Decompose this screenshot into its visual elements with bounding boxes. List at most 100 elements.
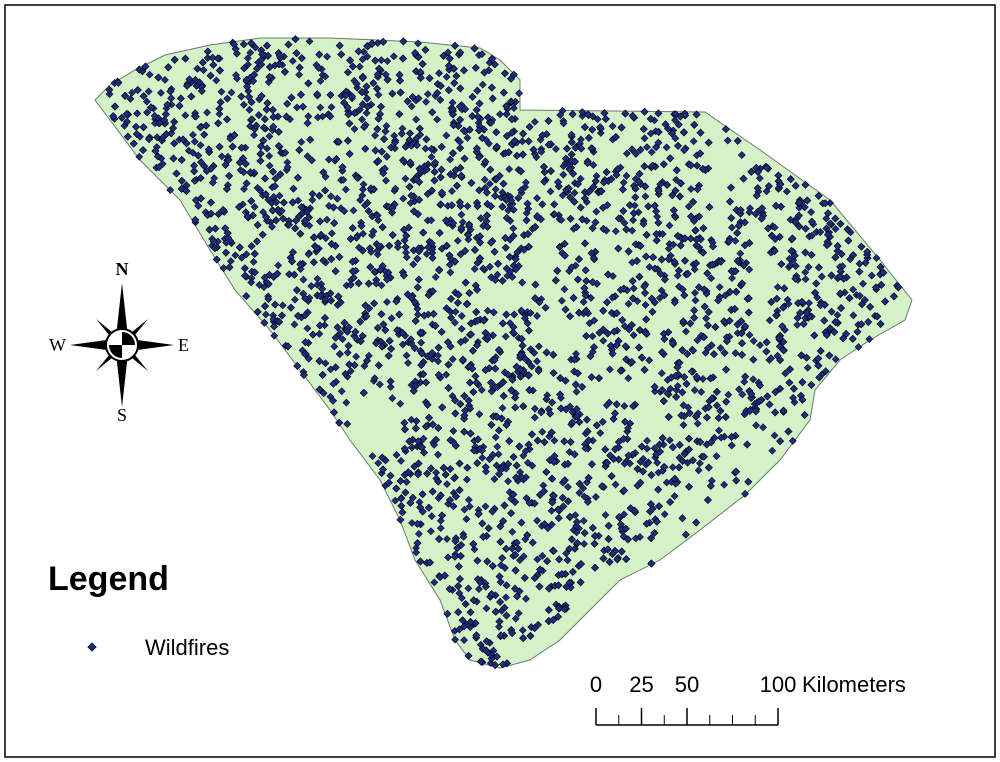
wildfire-point xyxy=(628,226,637,235)
wildfire-point xyxy=(482,217,491,226)
wildfire-point xyxy=(457,324,466,333)
wildfire-point xyxy=(665,436,674,445)
wildfire-point xyxy=(246,122,254,131)
wildfire-point xyxy=(417,338,426,347)
wildfire-point xyxy=(464,495,473,504)
wildfire-point xyxy=(773,283,782,292)
wildfire-point xyxy=(153,133,162,142)
wildfire-point xyxy=(382,176,390,185)
wildfire-point xyxy=(362,109,371,117)
wildfire-point xyxy=(359,229,367,238)
wildfire-point xyxy=(288,57,297,65)
wildfire-point xyxy=(167,100,176,109)
wildfire-point xyxy=(620,402,629,410)
wildfire-point xyxy=(434,351,442,360)
wildfire-point xyxy=(388,394,397,403)
wildfire-point xyxy=(657,369,666,378)
wildfire-point xyxy=(518,626,527,635)
wildfire-point xyxy=(679,421,688,429)
wildfire-point xyxy=(363,52,372,61)
wildfire-point xyxy=(575,489,584,497)
wildfire-point xyxy=(477,386,486,394)
wildfire-point xyxy=(295,70,304,79)
wildfire-point xyxy=(518,137,527,146)
wildfire-point xyxy=(321,359,330,368)
wildfire-point xyxy=(501,332,510,341)
wildfire-point xyxy=(690,386,699,395)
wildfire-point xyxy=(260,273,269,282)
wildfire-point xyxy=(396,76,405,85)
wildfire-point xyxy=(591,493,600,501)
wildfire-point xyxy=(872,254,881,262)
wildfire-point xyxy=(693,419,702,428)
wildfire-point xyxy=(579,484,588,493)
wildfire-point xyxy=(482,467,490,476)
wildfire-point xyxy=(446,308,455,316)
wildfire-point xyxy=(807,208,815,216)
wildfire-point xyxy=(523,458,532,467)
wildfire-point xyxy=(621,342,630,351)
wildfire-point xyxy=(247,278,256,287)
wildfire-point xyxy=(547,520,556,529)
wildfire-point xyxy=(316,77,325,85)
wildfire-point xyxy=(217,87,226,96)
wildfire-point xyxy=(521,314,529,323)
wildfire-point xyxy=(451,635,460,644)
wildfire-point xyxy=(749,337,758,345)
wildfire-point xyxy=(375,380,384,389)
wildfire-point xyxy=(350,125,359,133)
wildfire-point xyxy=(651,387,659,396)
wildfire-point xyxy=(745,208,754,217)
wildfire-point xyxy=(620,219,629,227)
wildfire-point xyxy=(490,475,499,483)
wildfire-point xyxy=(448,187,456,196)
wildfire-point xyxy=(383,57,392,65)
wildfire-point xyxy=(299,275,308,284)
wildfire-point xyxy=(580,539,588,548)
wildfire-point xyxy=(321,234,330,243)
wildfire-point xyxy=(665,221,674,230)
wildfire-point xyxy=(741,489,749,498)
wildfire-point xyxy=(768,446,777,455)
wildfire-point xyxy=(611,480,620,489)
wildfire-point xyxy=(412,115,421,124)
wildfire-point xyxy=(717,433,726,442)
wildfire-point xyxy=(533,555,542,564)
wildfire-point xyxy=(190,137,199,146)
wildfire-point xyxy=(544,524,552,533)
wildfire-point xyxy=(782,187,791,196)
wildfire-point xyxy=(607,309,616,317)
wildfire-point xyxy=(239,100,248,109)
wildfire-point xyxy=(144,87,153,96)
wildfire-point xyxy=(189,131,197,139)
wildfire-point xyxy=(451,318,459,327)
wildfire-point xyxy=(533,357,541,366)
wildfire-point xyxy=(263,144,271,153)
wildfire-point xyxy=(442,73,451,81)
wildfire-point xyxy=(552,145,560,153)
wildfire-point xyxy=(166,186,175,194)
wildfire-point xyxy=(588,436,597,445)
wildfire-point xyxy=(668,463,677,472)
wildfire-point xyxy=(738,390,747,399)
wildfire-point xyxy=(643,143,651,152)
wildfire-point xyxy=(808,231,816,240)
wildfire-point xyxy=(831,355,840,364)
wildfire-point xyxy=(231,251,240,260)
wildfire-point xyxy=(672,176,681,184)
wildfire-point xyxy=(669,240,678,249)
wildfire-point xyxy=(397,456,405,465)
wildfire-point xyxy=(126,95,135,103)
wildfire-point xyxy=(826,199,834,207)
wildfire-point xyxy=(242,250,251,259)
wildfire-point xyxy=(770,431,779,440)
wildfire-point xyxy=(478,453,487,462)
wildfire-point xyxy=(358,115,366,124)
wildfire-point xyxy=(558,191,567,200)
wildfire-point xyxy=(624,299,633,308)
wildfire-point xyxy=(274,261,283,270)
wildfire-point xyxy=(308,196,317,204)
wildfire-point xyxy=(804,263,813,271)
wildfire-point xyxy=(442,131,451,140)
wildfire-point xyxy=(693,336,702,345)
